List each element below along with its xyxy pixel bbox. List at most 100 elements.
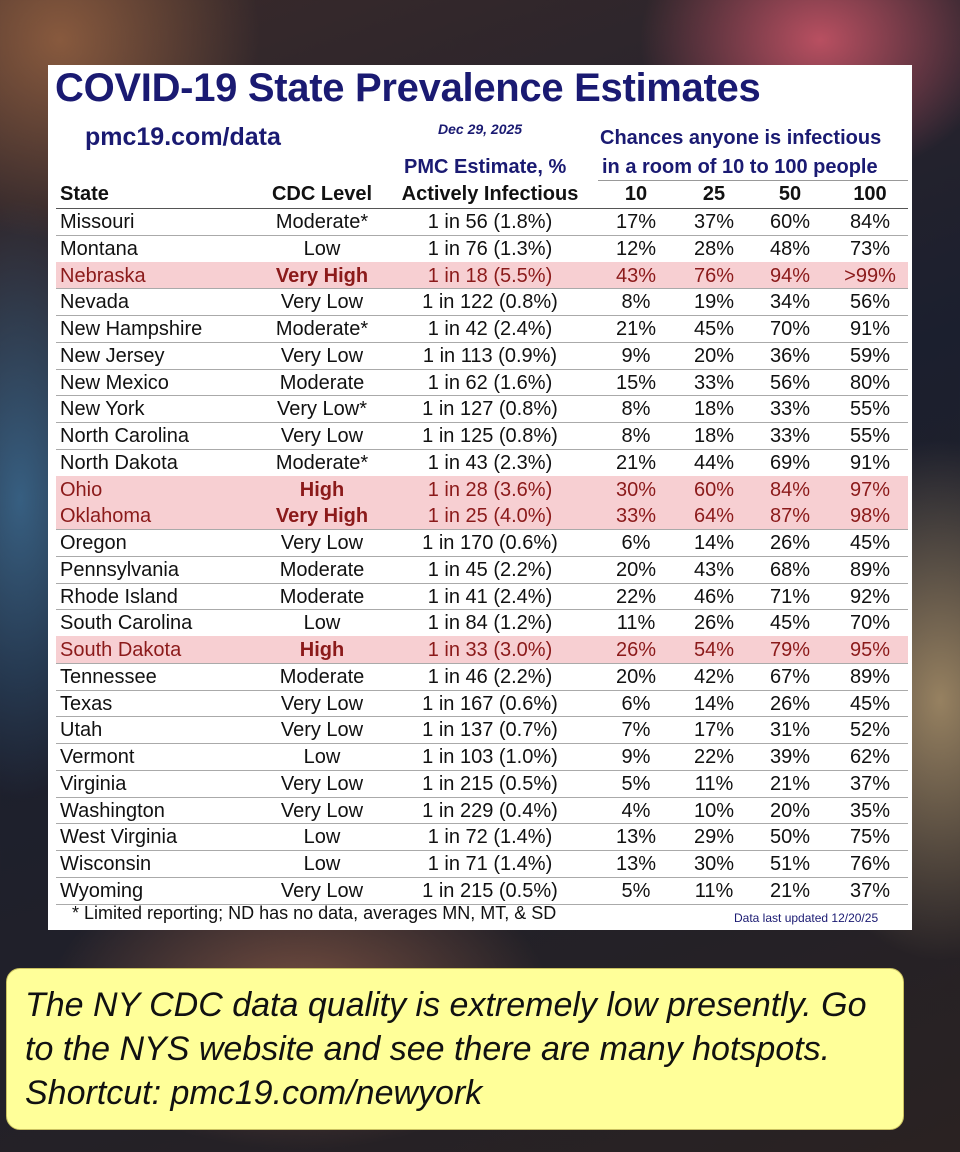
cell: Very Low bbox=[280, 532, 364, 555]
cell: 7% bbox=[621, 719, 651, 742]
cell: 39% bbox=[769, 746, 811, 769]
column-header: 50 bbox=[778, 183, 802, 205]
cell: Very Low bbox=[280, 425, 364, 448]
row-rule bbox=[56, 288, 908, 290]
cell: Ohio bbox=[60, 478, 103, 501]
cell: Moderate bbox=[279, 585, 365, 608]
cell: 1 in 84 (1.2%) bbox=[427, 612, 553, 635]
cell: Utah bbox=[60, 719, 103, 742]
cell: 8% bbox=[621, 291, 651, 314]
cell: 11% bbox=[694, 880, 734, 902]
cell: 20% bbox=[615, 558, 657, 581]
cell: 13% bbox=[615, 853, 657, 876]
cell: 71% bbox=[769, 585, 811, 608]
cell: Moderate bbox=[279, 665, 365, 688]
cell: 76% bbox=[693, 264, 735, 287]
cell: 18% bbox=[693, 425, 735, 448]
cell: 17% bbox=[615, 211, 657, 233]
row-highlight bbox=[56, 502, 908, 530]
cell: 1 in 28 (3.6%) bbox=[427, 478, 553, 501]
cell: 14% bbox=[693, 532, 735, 555]
cell: 84% bbox=[849, 211, 891, 233]
cell: Very High bbox=[275, 264, 369, 287]
cell: 56% bbox=[769, 371, 811, 394]
cell: Low bbox=[303, 746, 341, 769]
cell: 64% bbox=[693, 505, 735, 528]
cell: North Carolina bbox=[60, 425, 189, 448]
row-rule bbox=[56, 850, 908, 852]
cell: 1 in 62 (1.6%) bbox=[427, 371, 553, 394]
row-rule bbox=[56, 315, 908, 317]
cell: 43% bbox=[693, 558, 735, 581]
cell: 21% bbox=[769, 772, 811, 795]
cell: 43% bbox=[615, 264, 657, 287]
cell: North Dakota bbox=[60, 451, 178, 474]
row-rule bbox=[56, 448, 908, 450]
cell: 73% bbox=[849, 237, 891, 260]
cell: New Mexico bbox=[60, 371, 169, 394]
cell: Very Low bbox=[280, 344, 364, 367]
cell: 59% bbox=[849, 344, 891, 367]
cell: 44% bbox=[693, 451, 735, 474]
cell: 34% bbox=[769, 291, 811, 314]
cell: 45% bbox=[769, 612, 811, 635]
row-rule bbox=[56, 796, 908, 798]
cell: 97% bbox=[849, 478, 891, 501]
chances-header: in a room of 10 to 100 people bbox=[602, 156, 878, 178]
cell: 94% bbox=[769, 264, 811, 287]
cell: Pennsylvania bbox=[60, 558, 179, 581]
row-rule bbox=[56, 234, 908, 236]
row-rule bbox=[56, 555, 908, 557]
cell: Tennessee bbox=[60, 665, 157, 688]
cell: 1 in 33 (3.0%) bbox=[427, 639, 553, 662]
cell: 11% bbox=[694, 772, 734, 795]
cell: 1 in 167 (0.6%) bbox=[422, 692, 558, 715]
row-rule bbox=[56, 743, 908, 745]
cell: 79% bbox=[769, 639, 811, 662]
cell: Vermont bbox=[60, 746, 135, 769]
cell: 95% bbox=[849, 639, 891, 662]
cell: 1 in 122 (0.8%) bbox=[422, 291, 558, 314]
cell: Rhode Island bbox=[60, 585, 178, 608]
cell: Nebraska bbox=[60, 264, 146, 287]
cell: 60% bbox=[693, 478, 735, 501]
cell: >99% bbox=[844, 264, 896, 287]
cell: Very Low bbox=[280, 291, 364, 314]
cell: 1 in 137 (0.7%) bbox=[422, 719, 558, 742]
row-rule bbox=[56, 422, 908, 424]
cell: New Jersey bbox=[60, 344, 165, 367]
cell: 26% bbox=[615, 639, 657, 662]
cell: 4% bbox=[621, 799, 651, 822]
updated-note: Data last updated 12/20/25 bbox=[734, 911, 879, 925]
cell: 87% bbox=[769, 505, 811, 528]
column-header: Actively Infectious bbox=[401, 183, 579, 205]
cell: 70% bbox=[769, 318, 811, 341]
cell: 33% bbox=[615, 505, 657, 528]
cell: 1 in 43 (2.3%) bbox=[427, 451, 553, 474]
cell: 1 in 72 (1.4%) bbox=[427, 826, 553, 849]
cell: 54% bbox=[693, 639, 735, 662]
cell: Moderate bbox=[279, 558, 365, 581]
cell: 31% bbox=[769, 719, 811, 742]
cell: Moderate* bbox=[275, 318, 369, 341]
row-rule bbox=[56, 609, 908, 611]
cell: 21% bbox=[615, 451, 657, 474]
cell: 80% bbox=[849, 371, 891, 394]
cell: 70% bbox=[849, 612, 891, 635]
date: Dec 29, 2025 bbox=[438, 121, 523, 137]
cell: Low bbox=[303, 853, 341, 876]
chances-header: Chances anyone is infectious bbox=[600, 127, 882, 149]
cell: 36% bbox=[769, 344, 811, 367]
column-header: 25 bbox=[702, 183, 726, 205]
cell: 45% bbox=[849, 692, 891, 715]
cell: 1 in 127 (0.8%) bbox=[422, 398, 558, 421]
cell: 98% bbox=[849, 505, 891, 528]
column-header: CDC Level bbox=[271, 183, 373, 205]
cell: 28% bbox=[693, 237, 735, 260]
cell: 29% bbox=[693, 826, 735, 849]
cell: 1 in 215 (0.5%) bbox=[422, 772, 558, 795]
cell: 37% bbox=[693, 211, 735, 233]
cell: 18% bbox=[693, 398, 735, 421]
cell: 22% bbox=[693, 746, 735, 769]
